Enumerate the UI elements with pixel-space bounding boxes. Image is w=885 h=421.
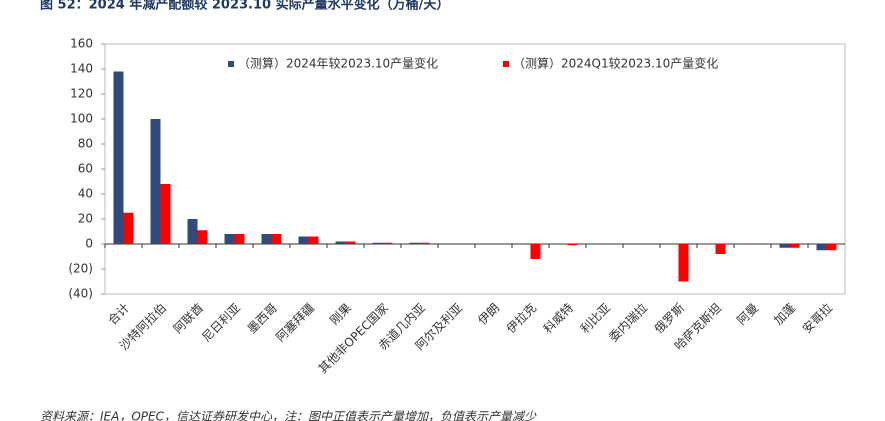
bar [567,244,578,246]
y-tick-label: 80 [78,137,93,151]
y-tick-label: 40 [78,187,93,201]
bar [678,244,689,282]
bar [419,242,430,244]
bar [187,219,198,244]
bar [409,242,420,244]
y-tick-label: 20 [78,212,93,226]
x-tick-label: 刚果 [327,301,354,328]
x-tick-label: 加蓬 [771,301,798,328]
bar [715,244,726,254]
plot-frame [104,43,846,295]
y-tick-label: 60 [78,162,93,176]
bar [123,212,134,244]
bar [160,184,171,244]
bar [197,230,208,244]
chart-title: 图 52：2024 年减产配额较 2023.10 实际产量水平变化（万桶/天） [40,0,449,13]
y-tick-label: (40) [68,287,93,301]
y-tick-label: 120 [70,87,93,101]
bar [224,234,235,244]
x-tick-label: 科威特 [540,300,576,336]
legend-label: （测算）2024Q1较2023.10产量变化 [513,56,718,71]
y-tick-label: 0 [85,237,93,251]
legend-label: （测算）2024年较2023.10产量变化 [238,56,438,71]
legend-swatch [503,61,509,67]
x-tick-label: 墨西哥 [245,301,280,336]
x-tick-label: 安哥拉 [799,300,835,336]
bar [826,244,837,251]
y-tick-label: 160 [70,37,93,51]
bar [271,234,282,244]
bar [789,244,800,248]
bar [816,244,827,251]
x-tick-label: 阿联酋 [170,300,206,336]
bar [530,244,541,259]
bar [308,236,319,244]
x-tick-label: 伊朗 [475,301,502,328]
x-tick-label: 俄罗斯 [652,301,687,336]
x-tick-label: 阿塞拜疆 [273,300,318,345]
bar [261,234,272,244]
x-tick-label: 利比亚 [578,301,613,336]
legend-swatch [228,61,234,67]
x-tick-label: 合计 [105,300,133,328]
bar [113,71,124,244]
y-tick-label: 100 [70,112,93,126]
bar [382,242,393,244]
bar [150,119,161,244]
y-tick-label: (20) [68,262,93,276]
x-tick-label: 委内瑞拉 [606,300,651,345]
bar [234,234,245,244]
x-tick-label: 尼日利亚 [199,301,243,345]
source-note: 资料来源：IEA，OPEC，信达证券研发中心，注：图中正值表示产量增加，负值表示… [40,410,537,421]
bar [372,242,383,244]
x-tick-label: 伊拉克 [503,300,539,336]
bar [345,241,356,244]
bar [779,244,790,248]
x-tick-label: 阿曼 [734,301,761,328]
bar [298,236,309,244]
bar [335,241,346,244]
y-tick-label: 140 [70,62,93,76]
